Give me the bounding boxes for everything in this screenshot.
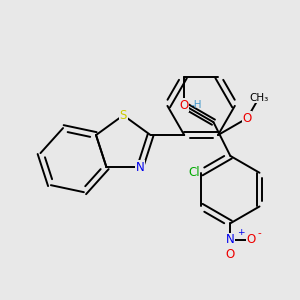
- Text: CH₃: CH₃: [249, 93, 268, 103]
- Text: O: O: [243, 112, 252, 125]
- Text: -H: -H: [191, 100, 202, 110]
- Text: +: +: [237, 228, 244, 237]
- Text: Cl: Cl: [188, 166, 200, 179]
- Text: -: -: [258, 228, 261, 238]
- Text: O: O: [226, 248, 235, 261]
- Text: N: N: [180, 99, 189, 112]
- Text: O: O: [247, 233, 256, 246]
- Text: O: O: [180, 99, 189, 112]
- Text: N: N: [136, 160, 145, 174]
- Text: N: N: [226, 233, 235, 246]
- Text: S: S: [120, 109, 127, 122]
